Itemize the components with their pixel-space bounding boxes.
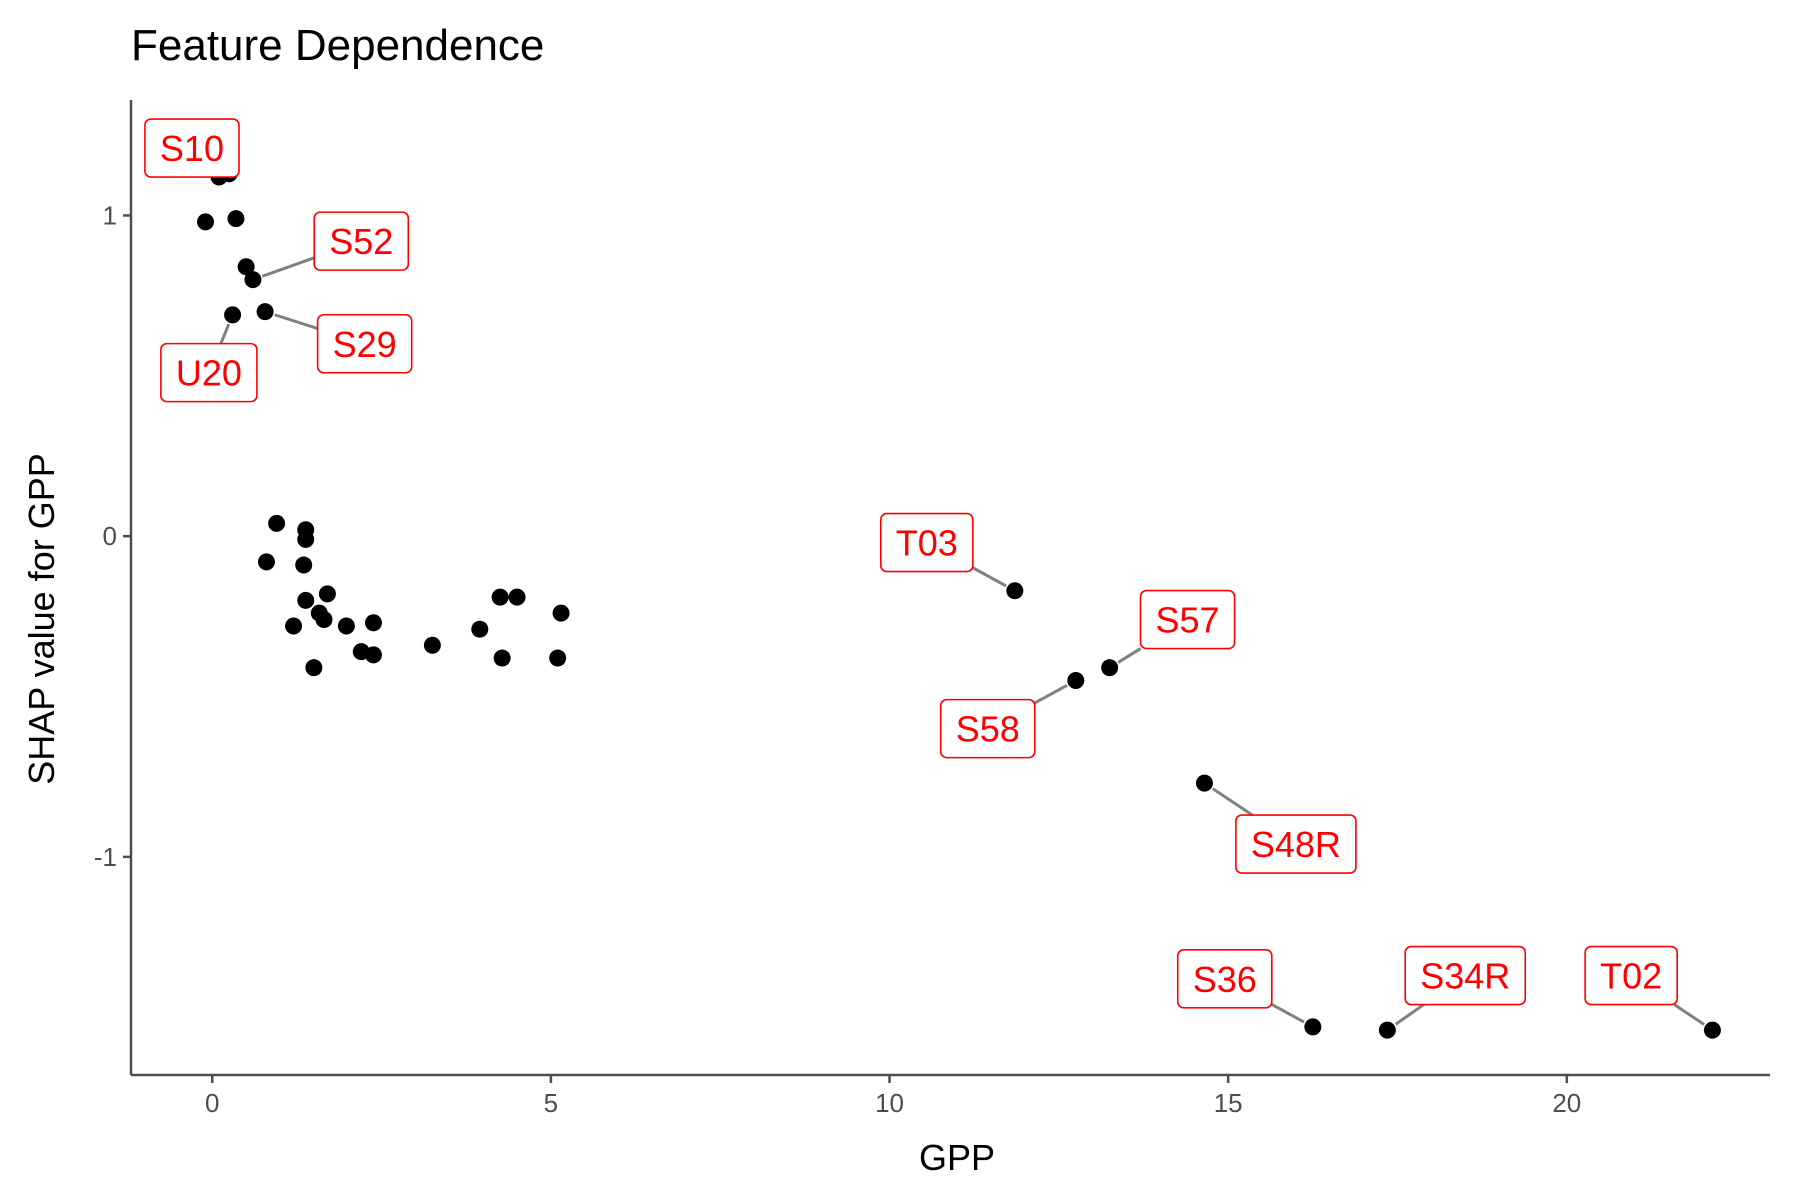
point-label-box [144, 118, 240, 178]
point-label-box [1235, 814, 1357, 874]
leader-line [1117, 647, 1142, 664]
data-point [318, 585, 336, 603]
x-tick-label: 10 [875, 1088, 904, 1118]
point-label: S34R [1404, 945, 1527, 1006]
leader-line [1271, 1003, 1305, 1024]
data-point [549, 649, 567, 667]
point-label-box [939, 698, 1036, 759]
data-point [297, 591, 315, 609]
y-axis-title: SHAP value for GPP [21, 453, 62, 785]
data-point [1067, 672, 1085, 690]
point-label: S36 [1176, 948, 1273, 1009]
data-point [197, 213, 214, 231]
leader-line [1673, 1003, 1705, 1026]
point-label: S52 [313, 211, 410, 271]
point-label: S48R [1235, 814, 1357, 874]
leader-line [972, 566, 1007, 588]
point-label-text: S57 [1156, 600, 1220, 641]
data-point [364, 614, 382, 632]
point-label-box [1139, 589, 1236, 650]
data-point [305, 659, 323, 677]
leader-lines [219, 256, 1705, 1026]
point-label: S57 [1139, 589, 1236, 650]
data-point [508, 588, 526, 606]
point-label-text: S10 [160, 128, 224, 169]
data-point [471, 620, 489, 638]
point-label-box [1584, 945, 1678, 1006]
point-label-text: S29 [333, 324, 397, 365]
data-point [1304, 1018, 1322, 1036]
data-point [364, 646, 382, 664]
data-point [237, 258, 255, 276]
y-tick-label: 1 [103, 200, 117, 230]
x-tick-label: 0 [205, 1088, 219, 1118]
x-tick-label: 15 [1214, 1088, 1243, 1118]
point-label: S29 [316, 313, 413, 374]
point-label-box [160, 342, 258, 403]
data-point [257, 553, 275, 571]
point-label: T02 [1584, 945, 1678, 1006]
data-point [423, 636, 441, 654]
data-point [552, 604, 570, 622]
point-label-text: S52 [329, 221, 393, 262]
leader-line [261, 256, 315, 278]
leader-line [274, 313, 319, 331]
chart-title: Feature Dependence [131, 21, 544, 70]
data-point [295, 556, 313, 574]
data-point [297, 530, 315, 548]
data-point [1195, 774, 1213, 792]
data-point [256, 303, 274, 321]
y-tick-label: -1 [94, 842, 117, 872]
data-point [285, 617, 303, 635]
point-label-box [313, 211, 410, 271]
data-point [268, 514, 286, 532]
x-tick-label: 5 [544, 1088, 558, 1118]
point-label: T03 [879, 512, 974, 573]
data-point [491, 588, 509, 606]
data-point [337, 617, 355, 635]
point-label-text: S34R [1420, 956, 1510, 997]
data-point [224, 306, 242, 324]
point-label-text: U20 [176, 353, 242, 394]
leader-line [1211, 787, 1254, 817]
data-point [1703, 1021, 1721, 1039]
x-axis-title: GPP [919, 1137, 995, 1178]
point-label-text: T02 [1600, 956, 1662, 997]
leader-line [1394, 1003, 1425, 1026]
point-label-box [316, 313, 413, 374]
leader-line [219, 323, 231, 345]
point-label: S10 [144, 118, 240, 178]
data-points [197, 165, 1721, 1039]
data-point [1378, 1021, 1396, 1039]
point-label: U20 [160, 342, 258, 403]
point-label-box [1404, 945, 1527, 1006]
data-point [1101, 659, 1119, 677]
point-label-box [1176, 948, 1273, 1009]
point-label-box [879, 512, 974, 573]
point-label-text: S48R [1251, 824, 1341, 865]
x-tick-label: 20 [1552, 1088, 1581, 1118]
point-label-text: T03 [896, 523, 958, 564]
data-point [1006, 582, 1024, 600]
data-point [315, 611, 333, 629]
data-point [244, 271, 262, 289]
data-point [227, 210, 245, 228]
point-labels: S10 S52 S29 U20 T03 S57 S58 S48R S36 S34R T02 [144, 118, 1678, 1009]
data-point [493, 649, 511, 667]
y-tick-label: 0 [103, 521, 117, 551]
leader-line [1034, 683, 1068, 705]
point-label-text: S58 [956, 709, 1020, 750]
point-label-text: S36 [1193, 959, 1257, 1000]
point-label: S58 [939, 698, 1036, 759]
